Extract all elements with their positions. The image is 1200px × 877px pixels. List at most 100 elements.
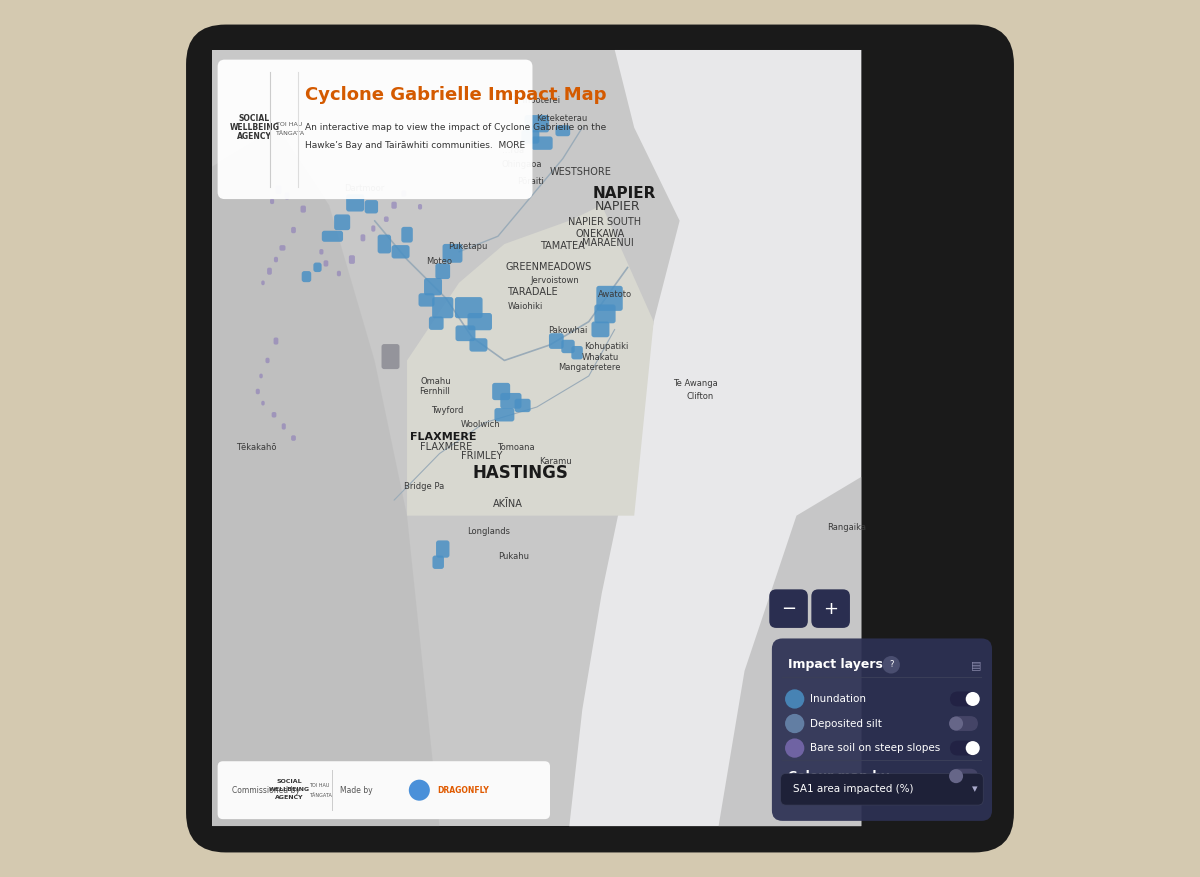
Text: TARADALE: TARADALE — [508, 287, 558, 297]
Polygon shape — [719, 477, 862, 826]
FancyBboxPatch shape — [292, 435, 296, 441]
Text: Tomoana: Tomoana — [497, 443, 535, 452]
Circle shape — [785, 738, 804, 758]
Circle shape — [409, 780, 430, 801]
FancyBboxPatch shape — [322, 231, 343, 242]
Text: Twyford: Twyford — [431, 406, 463, 416]
Text: Made by: Made by — [341, 786, 373, 795]
Text: Hawke’s Bay and Tairāwhiti communities.  MORE: Hawke’s Bay and Tairāwhiti communities. … — [305, 141, 526, 150]
Text: ?: ? — [889, 660, 894, 669]
FancyBboxPatch shape — [515, 399, 530, 412]
FancyBboxPatch shape — [276, 185, 282, 194]
FancyBboxPatch shape — [781, 774, 983, 805]
Circle shape — [966, 741, 979, 755]
Text: Impact layers: Impact layers — [787, 659, 882, 671]
FancyBboxPatch shape — [270, 198, 274, 204]
FancyBboxPatch shape — [432, 555, 444, 569]
FancyBboxPatch shape — [436, 263, 450, 279]
Text: AGENCY: AGENCY — [275, 795, 304, 800]
Text: Deposited silt: Deposited silt — [810, 718, 882, 729]
FancyBboxPatch shape — [950, 740, 978, 755]
Text: TOI HAU: TOI HAU — [276, 122, 302, 126]
Text: Inundation: Inundation — [810, 694, 866, 704]
Text: NAPIER: NAPIER — [593, 186, 656, 201]
Text: HASTINGS: HASTINGS — [473, 464, 569, 482]
Text: TOI HAU: TOI HAU — [308, 783, 329, 788]
FancyBboxPatch shape — [811, 589, 850, 628]
FancyBboxPatch shape — [402, 190, 407, 196]
FancyBboxPatch shape — [418, 204, 422, 210]
FancyBboxPatch shape — [492, 383, 510, 400]
FancyBboxPatch shape — [365, 200, 378, 213]
Text: Omahu: Omahu — [421, 377, 451, 386]
FancyBboxPatch shape — [562, 339, 575, 353]
FancyBboxPatch shape — [271, 412, 276, 417]
Text: Tēkakahō: Tēkakahō — [236, 443, 277, 452]
Text: Pōraiti: Pōraiti — [517, 177, 544, 187]
Text: Karamu: Karamu — [539, 457, 571, 466]
Text: NAPIER SOUTH: NAPIER SOUTH — [569, 217, 642, 227]
Text: WELLBEING: WELLBEING — [229, 123, 280, 132]
FancyBboxPatch shape — [334, 215, 350, 230]
Text: Kohupatiki: Kohupatiki — [584, 342, 629, 351]
FancyBboxPatch shape — [371, 225, 376, 232]
FancyBboxPatch shape — [262, 281, 265, 285]
Text: Ohingaoa: Ohingaoa — [502, 160, 542, 169]
Text: Dartmoor: Dartmoor — [344, 184, 384, 194]
FancyBboxPatch shape — [401, 227, 413, 243]
Text: Commissioned by: Commissioned by — [232, 786, 300, 795]
Circle shape — [785, 689, 804, 709]
FancyBboxPatch shape — [772, 638, 992, 821]
FancyBboxPatch shape — [284, 192, 289, 199]
FancyBboxPatch shape — [319, 249, 324, 254]
Text: Keteketerau: Keteketerau — [536, 114, 587, 123]
Text: SA1 area impacted (%): SA1 area impacted (%) — [793, 784, 913, 795]
FancyBboxPatch shape — [282, 424, 286, 430]
FancyBboxPatch shape — [217, 60, 533, 199]
FancyBboxPatch shape — [455, 297, 482, 318]
Text: Te Awanga: Te Awanga — [673, 379, 719, 389]
FancyBboxPatch shape — [391, 245, 409, 259]
Text: Puketapu: Puketapu — [448, 242, 487, 251]
Polygon shape — [212, 127, 439, 826]
FancyBboxPatch shape — [384, 217, 389, 222]
Circle shape — [882, 656, 900, 674]
FancyBboxPatch shape — [469, 339, 487, 352]
Text: ▾: ▾ — [972, 784, 977, 795]
Text: NAPIER: NAPIER — [595, 200, 641, 213]
FancyBboxPatch shape — [456, 325, 475, 341]
Text: An interactive map to view the impact of Cyclone Gabrielle on the: An interactive map to view the impact of… — [305, 123, 606, 132]
Text: Cyclone Gabrielle Impact Map: Cyclone Gabrielle Impact Map — [305, 86, 607, 103]
Text: TAMATEA: TAMATEA — [540, 240, 586, 251]
Text: +: + — [823, 600, 838, 617]
Text: Fernhill: Fernhill — [419, 387, 450, 396]
FancyBboxPatch shape — [494, 408, 515, 422]
Text: Clifton: Clifton — [686, 392, 714, 402]
FancyBboxPatch shape — [378, 235, 391, 253]
Text: SOCIAL: SOCIAL — [239, 114, 270, 124]
Text: ONEKAWA: ONEKAWA — [576, 229, 625, 239]
Text: −: − — [781, 600, 796, 617]
Text: WELLBEING: WELLBEING — [269, 787, 310, 792]
FancyBboxPatch shape — [360, 234, 365, 241]
FancyBboxPatch shape — [950, 691, 978, 707]
FancyBboxPatch shape — [571, 346, 583, 360]
FancyBboxPatch shape — [436, 540, 450, 558]
FancyBboxPatch shape — [262, 401, 265, 405]
Text: SOCIAL: SOCIAL — [277, 779, 302, 784]
FancyBboxPatch shape — [468, 313, 492, 331]
FancyBboxPatch shape — [313, 262, 322, 272]
FancyBboxPatch shape — [769, 589, 808, 628]
Text: Whakatu: Whakatu — [582, 353, 619, 362]
FancyBboxPatch shape — [186, 25, 1014, 852]
Text: Bridge Pa: Bridge Pa — [404, 482, 445, 491]
Text: Woolwich: Woolwich — [461, 420, 500, 430]
FancyBboxPatch shape — [424, 278, 442, 296]
Text: Pukahu: Pukahu — [498, 553, 529, 561]
Text: GREENMEADOWS: GREENMEADOWS — [505, 262, 592, 273]
Text: AKĪNA: AKĪNA — [493, 499, 523, 509]
FancyBboxPatch shape — [274, 257, 278, 262]
Polygon shape — [407, 205, 654, 516]
FancyBboxPatch shape — [521, 130, 539, 144]
Text: Moteo: Moteo — [426, 257, 452, 267]
